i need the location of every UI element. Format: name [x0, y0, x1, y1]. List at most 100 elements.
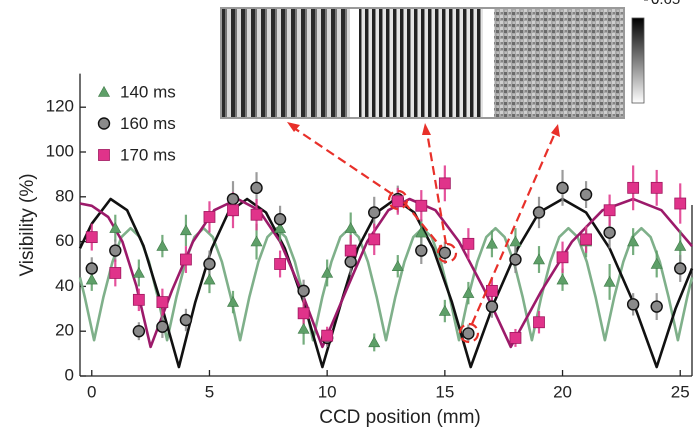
point: [368, 336, 381, 348]
colorbar: [631, 17, 645, 104]
point: [438, 246, 452, 260]
y-tick-label: 100: [46, 141, 74, 160]
point: [486, 284, 498, 297]
point: [85, 231, 98, 244]
point: [603, 226, 616, 239]
point: [297, 307, 310, 320]
point: [650, 300, 663, 313]
point: [391, 260, 404, 271]
highlight-circle: [387, 189, 409, 211]
legend-label: 170 ms: [120, 145, 176, 164]
point: [250, 181, 263, 195]
fit-curve: [78, 226, 694, 342]
point: [509, 253, 522, 266]
point: [321, 329, 334, 342]
point: [674, 262, 687, 275]
point: [391, 195, 404, 208]
point: [485, 300, 499, 313]
point: [180, 253, 192, 266]
point: [509, 235, 522, 247]
point: [273, 212, 287, 226]
annotations: [287, 122, 560, 344]
point: [203, 273, 216, 285]
point: [368, 233, 381, 246]
point: [462, 237, 475, 250]
legend: 140 ms 160 ms 170 ms: [97, 82, 176, 164]
point: [203, 211, 216, 223]
point: [132, 325, 146, 338]
x-tick-label: 20: [553, 382, 572, 401]
point: [156, 320, 169, 333]
point: [556, 273, 569, 285]
arrowhead: [551, 124, 560, 137]
point: [85, 273, 98, 285]
point: [344, 255, 357, 268]
y-tick-label: 120: [46, 97, 74, 116]
point: [109, 244, 122, 257]
point: [627, 181, 640, 194]
point: [156, 239, 169, 251]
arrowhead: [422, 123, 431, 135]
colorbar-label: 0: [651, 0, 659, 8]
point: [462, 287, 475, 298]
point: [415, 199, 428, 212]
image-gap: [350, 9, 359, 117]
point: [509, 332, 522, 344]
point: [85, 262, 98, 275]
legend-marker: [98, 149, 110, 161]
image-gap: [483, 9, 494, 117]
x-tick-label: 15: [435, 382, 454, 401]
point: [250, 208, 263, 221]
x-tick-label: 5: [205, 382, 214, 401]
plot-area: 0 20 40 60 80 100 120 0 5 10 15 20 25: [46, 73, 694, 401]
point: [603, 204, 616, 217]
arrow: [425, 131, 448, 245]
point: [650, 181, 663, 194]
legend-marker: [97, 85, 111, 97]
point: [580, 233, 592, 246]
highlight-circle: [436, 242, 458, 264]
fringe-image: [222, 9, 350, 117]
point: [462, 327, 475, 340]
point: [532, 206, 546, 219]
point: [556, 181, 569, 195]
point: [603, 275, 616, 287]
fringe-image: [359, 9, 483, 117]
point: [297, 284, 310, 298]
arrow: [293, 127, 393, 195]
point: [179, 313, 193, 327]
legend-marker: [97, 117, 111, 130]
colorbar-label: 0.65: [651, 0, 680, 8]
point: [203, 257, 216, 271]
fringe-image: [494, 9, 623, 117]
y-tick-label: 20: [55, 321, 74, 340]
point: [132, 293, 145, 306]
y-tick-label: 0: [65, 365, 74, 384]
y-axis-label: Visibility (%): [17, 173, 38, 276]
legend-label: 160 ms: [120, 114, 176, 133]
arrow: [403, 201, 441, 247]
point: [674, 239, 687, 251]
point: [297, 322, 310, 334]
point: [579, 188, 593, 201]
point: [109, 222, 122, 233]
point: [132, 266, 145, 278]
point: [226, 192, 240, 206]
point: [674, 197, 687, 210]
point: [274, 258, 286, 270]
x-tick-label: 25: [671, 382, 690, 401]
point: [415, 244, 428, 257]
x-tick-label: 10: [318, 382, 337, 401]
point: [156, 296, 169, 308]
y-tick-label: 60: [55, 231, 74, 250]
point: [250, 235, 263, 247]
x-axis-label: CCD position (mm): [319, 407, 481, 428]
y-tick-label: 80: [55, 186, 74, 205]
point: [556, 251, 569, 264]
legend-label: 140 ms: [120, 82, 176, 101]
fit-curve: [78, 197, 694, 369]
point: [368, 206, 381, 219]
fit-curve: [79, 197, 693, 349]
point: [321, 266, 334, 278]
